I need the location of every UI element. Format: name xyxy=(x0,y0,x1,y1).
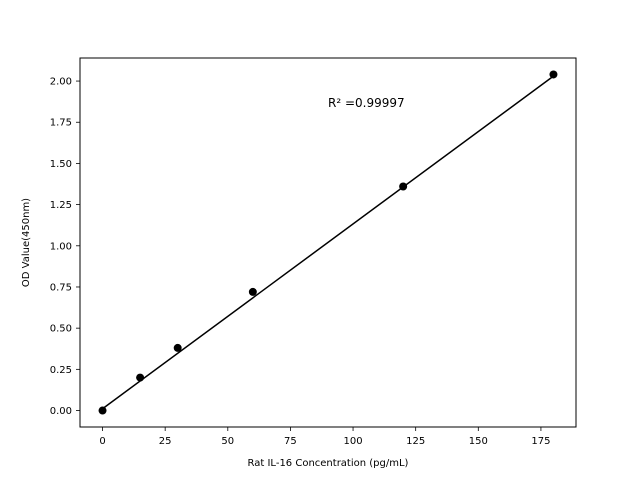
x-tick-label: 0 xyxy=(99,436,105,447)
data-point xyxy=(248,287,257,296)
y-tick-label: 0.25 xyxy=(50,365,72,376)
x-axis-ticks: 0 25 50 75 100 125 150 175 xyxy=(99,427,550,447)
plot-area-frame xyxy=(79,57,577,428)
data-point xyxy=(549,70,558,79)
y-tick-label: 1.00 xyxy=(50,241,72,252)
fit-line-layer xyxy=(102,75,554,410)
x-tick-label: 50 xyxy=(221,436,234,447)
y-tick-label: 0.50 xyxy=(50,324,72,335)
x-tick-label: 125 xyxy=(406,436,425,447)
y-axis-ticks: 0.00 0.25 0.50 0.75 1.00 1.25 1.50 1.75 2.00 xyxy=(50,77,80,417)
data-point xyxy=(173,343,182,352)
y-tick-label: 1.25 xyxy=(50,200,72,211)
data-point xyxy=(136,373,145,382)
y-tick-label: 0.00 xyxy=(50,406,72,417)
fit-line xyxy=(102,75,554,410)
data-point xyxy=(399,182,408,191)
data-point xyxy=(98,406,107,415)
y-tick-label: 0.75 xyxy=(50,282,72,293)
x-tick-label: 100 xyxy=(344,436,363,447)
data-points-layer xyxy=(98,70,558,415)
y-tick-label: 1.50 xyxy=(50,159,72,170)
x-axis-label: Rat IL-16 Concentration (pg/mL) xyxy=(248,458,409,469)
x-tick-label: 75 xyxy=(284,436,297,447)
y-axis-label: OD Value(450nm) xyxy=(21,198,32,287)
x-tick-label: 150 xyxy=(469,436,488,447)
x-tick-label: 175 xyxy=(531,436,550,447)
r-squared-annotation: R² =0.99997 xyxy=(328,96,405,110)
y-tick-label: 2.00 xyxy=(50,77,72,88)
y-tick-label: 1.75 xyxy=(50,118,72,129)
x-tick-label: 25 xyxy=(159,436,172,447)
